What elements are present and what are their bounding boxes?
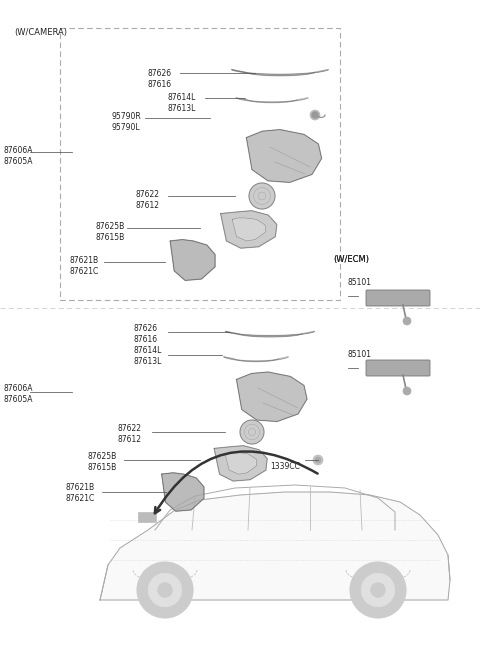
Circle shape <box>158 583 172 597</box>
Text: 87606A
87605A: 87606A 87605A <box>4 146 34 166</box>
Circle shape <box>148 573 182 607</box>
Circle shape <box>361 573 395 607</box>
Polygon shape <box>225 453 256 474</box>
Text: 87625B
87615B: 87625B 87615B <box>88 452 117 472</box>
Polygon shape <box>162 473 204 511</box>
Text: 87621B
87621C: 87621B 87621C <box>65 483 94 503</box>
Circle shape <box>313 455 323 465</box>
Text: 85101: 85101 <box>348 350 372 359</box>
Text: 87614L
87613L: 87614L 87613L <box>134 346 162 366</box>
Text: 85101: 85101 <box>348 278 372 287</box>
Circle shape <box>137 562 193 618</box>
FancyBboxPatch shape <box>366 290 430 306</box>
Text: (W/CAMERA): (W/CAMERA) <box>14 28 67 37</box>
Text: 87622
87612: 87622 87612 <box>118 424 142 444</box>
Text: 87625B
87615B: 87625B 87615B <box>95 222 124 242</box>
Text: (W/ECM): (W/ECM) <box>334 255 370 265</box>
Circle shape <box>371 583 385 597</box>
Polygon shape <box>231 69 328 76</box>
Text: 87626
87616: 87626 87616 <box>134 324 158 344</box>
Text: 87626
87616: 87626 87616 <box>148 69 172 89</box>
Polygon shape <box>232 218 265 241</box>
Circle shape <box>403 387 411 395</box>
Bar <box>138 512 156 522</box>
Polygon shape <box>221 211 277 248</box>
Polygon shape <box>224 357 288 362</box>
Polygon shape <box>246 130 322 182</box>
Circle shape <box>350 562 406 618</box>
Circle shape <box>315 457 321 462</box>
Circle shape <box>403 317 411 325</box>
Text: 87622
87612: 87622 87612 <box>135 190 159 210</box>
Polygon shape <box>214 445 267 481</box>
Text: 87614L
87613L: 87614L 87613L <box>168 93 196 113</box>
Text: 87621B
87621C: 87621B 87621C <box>70 256 99 276</box>
Circle shape <box>249 183 275 209</box>
FancyBboxPatch shape <box>366 360 430 376</box>
Polygon shape <box>170 240 215 280</box>
Circle shape <box>240 420 264 444</box>
Circle shape <box>310 110 320 120</box>
Text: (W/ECM): (W/ECM) <box>334 255 370 265</box>
Polygon shape <box>237 372 307 422</box>
Bar <box>60 28 340 300</box>
Text: 1339CC: 1339CC <box>270 462 300 471</box>
Polygon shape <box>100 492 450 600</box>
Polygon shape <box>226 331 314 337</box>
Polygon shape <box>236 98 308 103</box>
Circle shape <box>312 112 318 118</box>
Text: 95790R
95790L: 95790R 95790L <box>112 112 142 132</box>
Text: 87606A
87605A: 87606A 87605A <box>4 384 34 404</box>
